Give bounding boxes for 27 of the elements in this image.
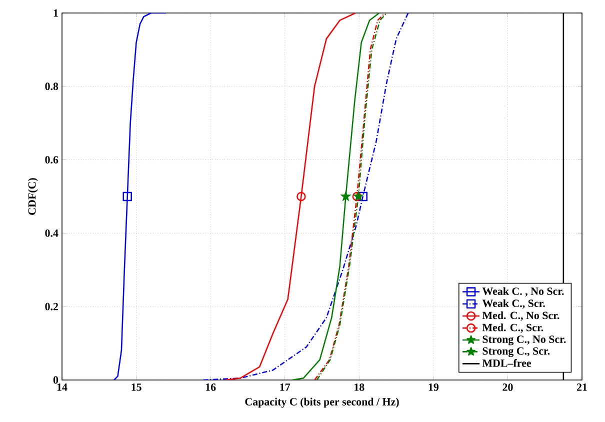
y-tick-label: 0.6 — [45, 156, 58, 164]
x-tick-label: 14 — [57, 384, 68, 391]
legend-label: Strong C., Scr. — [482, 347, 550, 358]
x-tick-label: 16 — [206, 384, 216, 391]
line-series — [202, 12, 409, 380]
x-tick-label: 20 — [502, 384, 513, 391]
legend-label: MDL–free — [482, 359, 531, 367]
y-tick-label: 0.2 — [45, 302, 58, 310]
x-tick-label: 18 — [354, 384, 364, 391]
x-tick-label: 17 — [280, 384, 290, 391]
x-tick-label: 15 — [132, 384, 142, 391]
y-axis-title: CDF(C) — [28, 178, 38, 215]
legend-label: Weak C. , No Scr. — [482, 287, 564, 297]
legend-label: Weak C., Scr. — [482, 299, 545, 309]
y-tick-label: 0.8 — [45, 82, 58, 90]
legend-label: Med. C., Scr. — [482, 324, 544, 333]
legend-label: Med. C., No Scr. — [482, 311, 560, 321]
line-series — [224, 12, 356, 380]
x-axis-title: Capacity C (bits per second / Hz) — [245, 398, 399, 408]
y-tick-label: 1 — [54, 9, 58, 17]
line-series — [292, 12, 380, 380]
legend-label: Strong C., No Scr. — [482, 336, 566, 346]
line-series — [113, 12, 167, 380]
x-tick-label: 21 — [576, 384, 587, 391]
y-tick-label: 0 — [53, 376, 58, 384]
y-tick-label: 0.4 — [45, 229, 58, 237]
x-tick-label: 19 — [428, 384, 439, 391]
